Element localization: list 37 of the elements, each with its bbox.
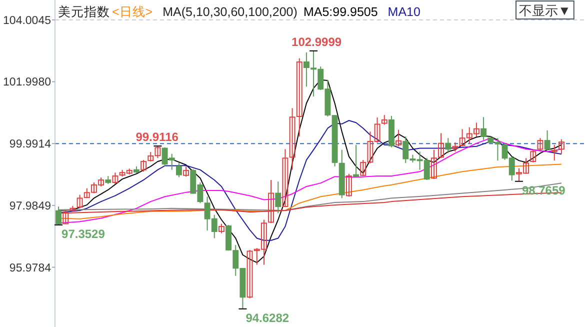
y-tick-label: 104.0045 [3,14,51,27]
chart-subtitle: <日线> [112,5,153,19]
y-tick-label: 99.9914 [9,138,52,151]
candlestick [346,173,352,198]
candlestick [112,172,118,184]
candlestick [537,138,544,151]
candlestick [530,149,536,163]
candlestick [452,142,458,152]
y-tick-label: 101.9980 [3,76,51,89]
annotation: 不显示▼ [519,3,571,18]
candlestick [275,181,282,214]
candlestick [445,138,452,154]
candlestick [438,132,444,159]
text: MA5:99.9505 [303,5,378,19]
candlestick [558,138,564,154]
chart-title: 美元指数 [58,4,110,19]
y-tick-label: 97.9849 [9,200,51,212]
candlestick [396,129,402,147]
y-tick-label: 95.9784 [9,262,52,274]
candlestick [268,179,274,224]
candlestick [480,116,487,140]
legend-title: MA(5,10,30,60,100,200) [162,5,298,19]
candlestick [282,148,288,208]
candlestick [551,144,558,162]
annotation: 97.3529 [62,226,106,241]
candlestick [176,162,182,178]
candlestick [183,166,190,178]
candlestick [62,209,69,225]
annotation: 99.9116 [136,130,179,144]
candlestick [218,223,224,234]
annotation: 94.6282 [246,310,290,325]
candlestick [353,144,360,178]
candlestick [430,149,437,180]
candlestick [544,130,550,151]
candlestick [140,159,147,172]
text: MA10 [388,5,420,19]
annotation: 102.9999 [292,34,342,49]
